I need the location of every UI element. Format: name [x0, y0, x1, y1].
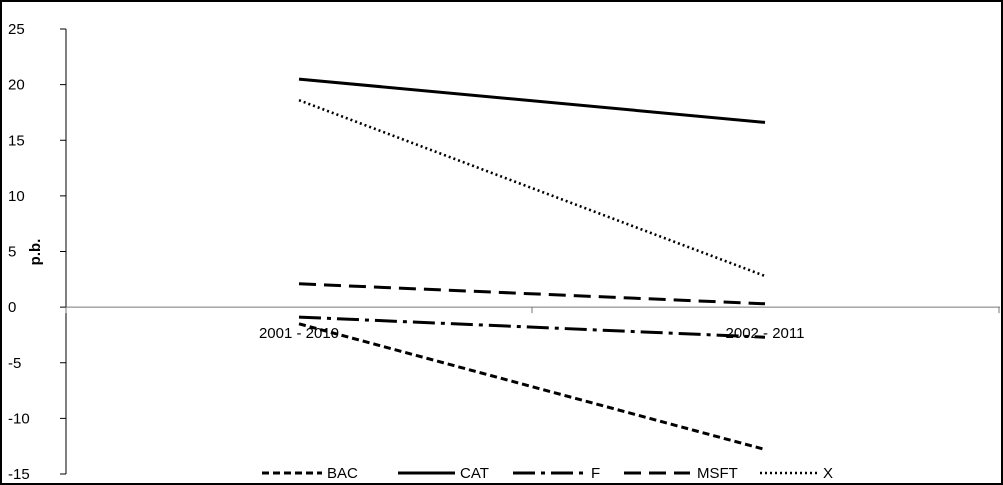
series-f — [298, 315, 766, 339]
legend-item-cat: CAT — [398, 465, 489, 482]
legend-label: F — [591, 465, 600, 482]
y-tick-label: 25 — [8, 21, 25, 38]
y-tick-label: 10 — [8, 188, 25, 205]
x-axis: 2001 - 2010 2002 - 2011 — [65, 306, 1000, 342]
legend-label: BAC — [327, 465, 358, 482]
y-tick-label: 5 — [8, 244, 16, 261]
series-x — [298, 98, 766, 278]
y-tick-label: 15 — [8, 132, 25, 149]
series-layer — [298, 77, 766, 451]
legend-item-msft: MSFT — [624, 465, 738, 482]
y-axis: 25 20 15 10 5 0 -5 -10 -15 — [8, 21, 67, 483]
legend-item-bac: BAC — [262, 465, 358, 482]
y-tick-label: -10 — [8, 410, 30, 427]
y-axis-title: p.b. — [27, 239, 44, 266]
y-tick-label: 20 — [8, 77, 25, 94]
y-tick-label: -5 — [8, 355, 21, 372]
y-tick-label: -15 — [8, 466, 30, 483]
series-cat — [298, 77, 766, 124]
legend-item-x: X — [760, 465, 833, 482]
legend-label: MSFT — [697, 465, 738, 482]
y-tick-label: 0 — [8, 299, 16, 316]
x-tick-label: 2001 - 2010 — [259, 325, 339, 342]
legend-label: CAT — [460, 465, 489, 482]
legend-item-f: F — [513, 465, 600, 482]
series-line-f — [298, 315, 766, 339]
legend: BAC CAT F MSFT X — [262, 465, 833, 482]
series-line-cat — [298, 77, 766, 124]
series-line-bac — [298, 322, 766, 451]
legend-label: X — [823, 465, 833, 482]
series-msft — [298, 282, 766, 306]
series-bac — [298, 322, 766, 451]
x-tick-label: 2002 - 2011 — [726, 325, 805, 342]
series-line-x — [298, 98, 766, 278]
series-line-msft — [298, 282, 766, 306]
